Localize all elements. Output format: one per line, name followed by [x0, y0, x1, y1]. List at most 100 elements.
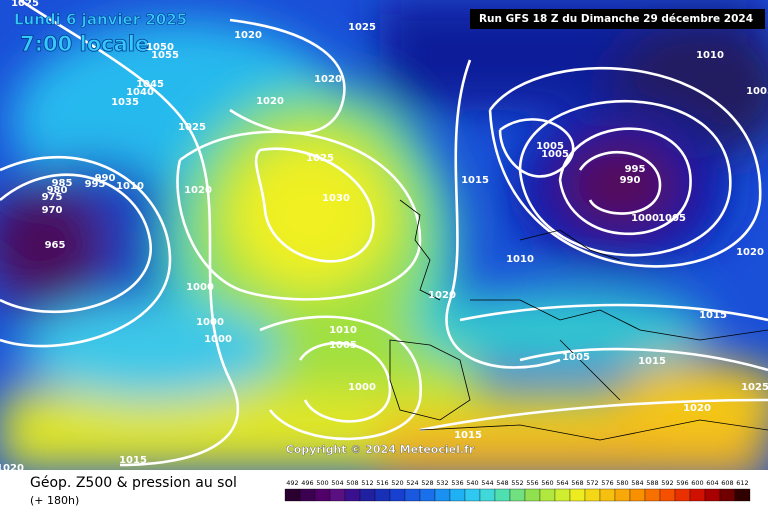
isobar-label: 990 [95, 173, 116, 184]
isobar-label: 1005 [541, 149, 569, 160]
scale-swatch [419, 488, 436, 502]
isobar-label: 1020 [184, 185, 212, 196]
scale-label: 540 [466, 479, 478, 487]
scale-label: 564 [556, 479, 568, 487]
legend-lead: (+ 180h) [30, 494, 79, 507]
isobar-label: 1020 [234, 30, 262, 41]
scale-swatch [479, 488, 496, 502]
isobar-label: 995 [625, 164, 646, 175]
isobar-label: 1020 [314, 74, 342, 85]
scale-swatch [554, 488, 571, 502]
isobar-label: 1000 [631, 213, 659, 224]
isobar-label: 1015 [638, 356, 666, 367]
legend-title: Géop. Z500 & pression au sol [30, 475, 237, 491]
field [0, 0, 768, 470]
scale-label: 584 [631, 479, 643, 487]
scale-label: 512 [361, 479, 373, 487]
isobar-label: 1020 [256, 96, 284, 107]
scale-label: 596 [676, 479, 688, 487]
run-box [470, 9, 765, 29]
scale-label: 532 [436, 479, 448, 487]
scale-label: 552 [511, 479, 523, 487]
scale-swatch [524, 488, 541, 502]
isobar-label: 1020 [428, 290, 456, 301]
scale-swatch [569, 488, 586, 502]
scale-swatch [659, 488, 676, 502]
scale-label: 536 [451, 479, 463, 487]
isobar-label: 1015 [119, 455, 147, 466]
scale-swatch [359, 488, 376, 502]
isobar-label: 1000 [204, 334, 232, 345]
scale-swatch [539, 488, 556, 502]
scale-swatch [599, 488, 616, 502]
scale-swatch [644, 488, 661, 502]
scale-label: 604 [706, 479, 718, 487]
isobar-label: 1025 [348, 22, 376, 33]
isobar-label: 1010 [696, 50, 724, 61]
isobar-label: 985 [52, 178, 73, 189]
scale-label: 504 [331, 479, 343, 487]
scale-label: 572 [586, 479, 598, 487]
scale-swatch [449, 488, 466, 502]
isobars [0, 0, 768, 467]
isobar-label: 1025 [741, 382, 768, 393]
scale-label: 560 [541, 479, 553, 487]
scale-label: 568 [571, 479, 583, 487]
isobar-label: 1010 [506, 254, 534, 265]
scale-swatch [629, 488, 646, 502]
scale-label: 528 [421, 479, 433, 487]
time: 7:00 locale [20, 32, 149, 56]
scale-label: 520 [391, 479, 403, 487]
isobar-label: 1000 [196, 317, 224, 328]
scale-swatch [704, 488, 721, 502]
scale-swatch [434, 488, 451, 502]
scale-swatch [719, 488, 736, 502]
scale-swatch [344, 488, 361, 502]
scale-label: 556 [526, 479, 538, 487]
isobar-label: 1035 [111, 97, 139, 108]
isobar-label: 1005 [658, 213, 686, 224]
run-label: Run GFS 18 Z du Dimanche 29 décembre 202… [479, 13, 753, 25]
isobar-label: 1015 [461, 175, 489, 186]
isobar-label: 990 [620, 175, 641, 186]
scale-swatch [374, 488, 391, 502]
scale-swatch [734, 488, 751, 502]
isobar-label: 1020 [683, 403, 711, 414]
scale-swatch [464, 488, 481, 502]
scale-label: 600 [691, 479, 703, 487]
scale-swatch [329, 488, 346, 502]
scale-swatch [494, 488, 511, 502]
date: Lundi 6 janvier 2025 [14, 11, 187, 29]
scale-label: 580 [616, 479, 628, 487]
isobar-label: 1020 [0, 463, 24, 474]
isobar-label: 1025 [11, 0, 39, 9]
scale-swatch [404, 488, 421, 502]
scale-label: 516 [376, 479, 388, 487]
scale-label: 492 [286, 479, 298, 487]
isobar-label: 970 [42, 205, 63, 216]
scale-swatch [674, 488, 691, 502]
isobar-label: 1005 [562, 352, 590, 363]
isobar-label: 1010 [116, 181, 144, 192]
isobar-label: 1050 [146, 42, 174, 53]
scale-label: 592 [661, 479, 673, 487]
coastlines [389, 199, 768, 441]
isobar-label: 1055 [151, 50, 179, 61]
isobar-label: 1030 [322, 193, 350, 204]
scale-label: 508 [346, 479, 358, 487]
isobar-label: 975 [42, 192, 63, 203]
isobar-label: 1020 [736, 247, 764, 258]
isobar-label: 1045 [136, 79, 164, 90]
isobar-label: 1005 [536, 141, 564, 152]
isobar-label: 1000 [186, 282, 214, 293]
isobar-label: 980 [47, 185, 68, 196]
isobar-label: 965 [45, 240, 66, 251]
isobar-label: 1025 [178, 122, 206, 133]
scale-swatch [314, 488, 331, 502]
color-scale: 492 496 500 504 508 512 516 520 524 528 532 536 540 5… [284, 479, 751, 502]
scale-swatch [584, 488, 601, 502]
isobar-label: 995 [85, 179, 106, 190]
isobar-label: 1025 [306, 153, 334, 164]
